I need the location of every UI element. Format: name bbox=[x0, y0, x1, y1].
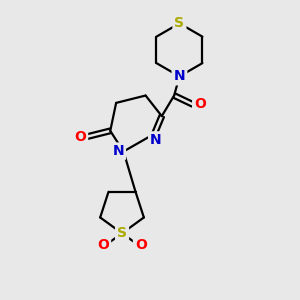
Text: N: N bbox=[112, 145, 124, 158]
Text: N: N bbox=[174, 69, 185, 83]
Text: S: S bbox=[174, 16, 184, 30]
Text: O: O bbox=[135, 238, 147, 252]
Text: S: S bbox=[117, 226, 127, 240]
Text: N: N bbox=[150, 133, 162, 147]
Text: O: O bbox=[194, 98, 206, 111]
Text: O: O bbox=[97, 238, 109, 252]
Text: O: O bbox=[74, 130, 86, 144]
